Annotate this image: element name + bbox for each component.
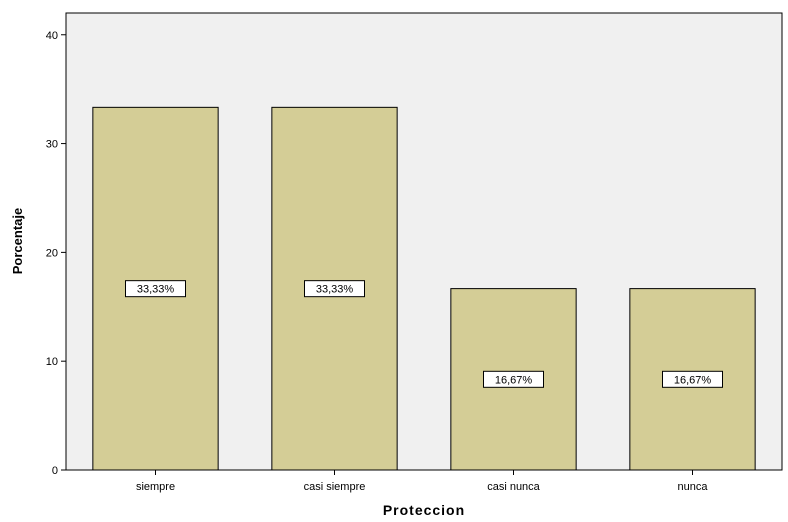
bars: 33,33% 33,33% 16,67% 16,67% [92, 106, 756, 471]
data-label-box [662, 370, 723, 388]
x-axis: siempre casi siempre casi nunca nunca [66, 469, 782, 493]
x-tick-label: nunca [678, 481, 709, 493]
x-tick-label: siempre [136, 481, 175, 493]
data-label: 33,33% [137, 284, 175, 296]
x-tick-label: casi siempre [304, 481, 366, 493]
y-axis-title: Porcentaje [10, 208, 25, 274]
y-tick-label: 0 [52, 465, 58, 477]
y-tick-label: 40 [46, 30, 58, 42]
y-tick-label: 20 [46, 247, 58, 259]
data-label-box [304, 280, 365, 298]
data-label: 16,67% [495, 374, 533, 386]
y-tick-label: 30 [46, 139, 58, 151]
y-axis: 0 10 20 30 40 [46, 13, 67, 477]
data-label: 16,67% [674, 374, 712, 386]
data-label-box [125, 280, 186, 298]
x-tick-label: casi nunca [487, 481, 540, 493]
data-label: 33,33% [316, 284, 354, 296]
data-label-box [483, 370, 544, 388]
x-axis-title: Proteccion [383, 502, 465, 518]
y-tick-label: 10 [46, 356, 58, 368]
